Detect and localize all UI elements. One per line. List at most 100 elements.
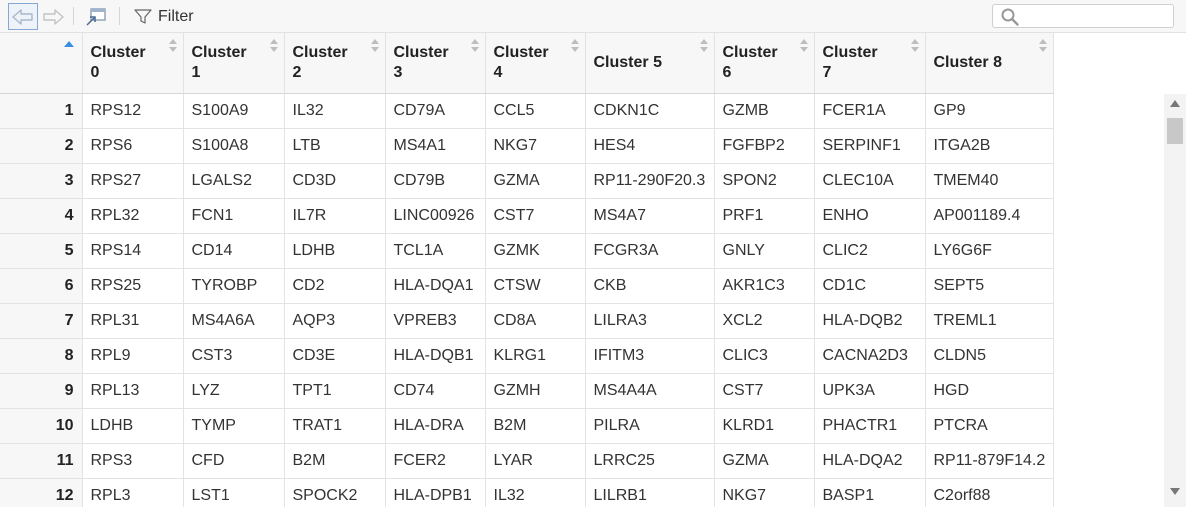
table-cell[interactable]: RPS27 xyxy=(82,163,184,199)
table-cell[interactable]: CLIC3 xyxy=(714,338,815,374)
table-row[interactable]: 12 RPL3 LST1 SPOCK2 HLA-DPB1 IL32 LILRB1 NKG7 BA… xyxy=(0,478,1055,507)
table-cell[interactable]: RPS6 xyxy=(82,128,184,164)
table-row[interactable]: 4 RPL32 FCN1 IL7R LINC00926 CST7 MS4A7 PRF1 ENHO… xyxy=(0,198,1055,234)
table-cell[interactable]: FGFBP2 xyxy=(714,128,815,164)
scroll-up-arrow-icon[interactable] xyxy=(1170,100,1180,107)
table-cell[interactable]: RPS3 xyxy=(82,443,184,479)
column-header-cluster-1[interactable]: Cluster 1 xyxy=(183,33,285,94)
table-cell[interactable]: GZMK xyxy=(485,233,586,269)
column-header-cluster-4[interactable]: Cluster 4 xyxy=(485,33,586,94)
table-cell[interactable]: CD3E xyxy=(284,338,386,374)
table-cell[interactable]: PILRA xyxy=(585,408,715,444)
table-cell[interactable]: CD1C xyxy=(814,268,926,304)
table-cell[interactable]: AQP3 xyxy=(284,303,386,339)
table-cell[interactable]: KLRD1 xyxy=(714,408,815,444)
table-cell[interactable]: IL32 xyxy=(284,93,386,129)
table-cell[interactable]: PRF1 xyxy=(714,198,815,234)
table-cell[interactable]: HGD xyxy=(925,373,1055,409)
table-cell[interactable]: BASP1 xyxy=(814,478,926,507)
table-cell[interactable]: S100A8 xyxy=(183,128,285,164)
table-row[interactable]: 2 RPS6 S100A8 LTB MS4A1 NKG7 HES4 FGFBP2 SERPINF… xyxy=(0,128,1055,164)
table-cell[interactable]: KLRG1 xyxy=(485,338,586,374)
table-cell[interactable]: RPL13 xyxy=(82,373,184,409)
table-cell[interactable]: MS4A1 xyxy=(385,128,486,164)
table-cell[interactable]: TYROBP xyxy=(183,268,285,304)
table-cell[interactable]: RPL9 xyxy=(82,338,184,374)
table-row[interactable]: 6 RPS25 TYROBP CD2 HLA-DQA1 CTSW CKB AKR1C3 CD1C… xyxy=(0,268,1055,304)
table-cell[interactable]: IL7R xyxy=(284,198,386,234)
table-cell[interactable]: HLA-DQB1 xyxy=(385,338,486,374)
table-cell[interactable]: MS4A7 xyxy=(585,198,715,234)
table-cell[interactable]: LTB xyxy=(284,128,386,164)
table-cell[interactable]: CST7 xyxy=(714,373,815,409)
table-cell[interactable]: FCN1 xyxy=(183,198,285,234)
table-cell[interactable]: CD8A xyxy=(485,303,586,339)
table-cell[interactable]: NKG7 xyxy=(485,128,586,164)
table-cell[interactable]: CACNA2D3 xyxy=(814,338,926,374)
table-cell[interactable]: CST7 xyxy=(485,198,586,234)
table-cell[interactable]: B2M xyxy=(485,408,586,444)
search-input[interactable] xyxy=(1023,7,1172,27)
table-cell[interactable]: IL32 xyxy=(485,478,586,507)
column-header-cluster-3[interactable]: Cluster 3 xyxy=(385,33,486,94)
table-cell[interactable]: CFD xyxy=(183,443,285,479)
table-cell[interactable]: CD79A xyxy=(385,93,486,129)
table-cell[interactable]: CLDN5 xyxy=(925,338,1055,374)
table-cell[interactable]: RP11-290F20.3 xyxy=(585,163,715,199)
table-cell[interactable]: MS4A6A xyxy=(183,303,285,339)
table-cell[interactable]: S100A9 xyxy=(183,93,285,129)
table-row[interactable]: 1 RPS12 S100A9 IL32 CD79A CCL5 CDKN1C GZMB FCER1… xyxy=(0,93,1055,129)
table-cell[interactable]: HLA-DRA xyxy=(385,408,486,444)
table-cell[interactable]: AKR1C3 xyxy=(714,268,815,304)
index-column-header[interactable] xyxy=(0,33,83,94)
table-cell[interactable]: GNLY xyxy=(714,233,815,269)
table-cell[interactable]: ENHO xyxy=(814,198,926,234)
column-header-cluster-5[interactable]: Cluster 5 xyxy=(585,33,715,94)
table-cell[interactable]: GZMH xyxy=(485,373,586,409)
table-cell[interactable]: PHACTR1 xyxy=(814,408,926,444)
table-cell[interactable]: LST1 xyxy=(183,478,285,507)
table-row[interactable]: 11 RPS3 CFD B2M FCER2 LYAR LRRC25 GZMA HLA-DQA2 R… xyxy=(0,443,1055,479)
table-cell[interactable]: LRRC25 xyxy=(585,443,715,479)
table-row[interactable]: 8 RPL9 CST3 CD3E HLA-DQB1 KLRG1 IFITM3 CLIC3 CAC… xyxy=(0,338,1055,374)
table-cell[interactable]: HLA-DQA1 xyxy=(385,268,486,304)
table-cell[interactable]: B2M xyxy=(284,443,386,479)
table-cell[interactable]: CLIC2 xyxy=(814,233,926,269)
table-cell[interactable]: FCER1A xyxy=(814,93,926,129)
table-cell[interactable]: CCL5 xyxy=(485,93,586,129)
table-cell[interactable]: CDKN1C xyxy=(585,93,715,129)
table-cell[interactable]: RPS14 xyxy=(82,233,184,269)
table-cell[interactable]: C2orf88 xyxy=(925,478,1055,507)
table-cell[interactable]: NKG7 xyxy=(714,478,815,507)
table-cell[interactable]: RPS12 xyxy=(82,93,184,129)
table-cell[interactable]: SPON2 xyxy=(714,163,815,199)
table-cell[interactable]: LILRA3 xyxy=(585,303,715,339)
table-cell[interactable]: CD3D xyxy=(284,163,386,199)
table-cell[interactable]: TYMP xyxy=(183,408,285,444)
column-header-cluster-6[interactable]: Cluster 6 xyxy=(714,33,815,94)
table-cell[interactable]: CD14 xyxy=(183,233,285,269)
table-cell[interactable]: PTCRA xyxy=(925,408,1055,444)
table-cell[interactable]: TREML1 xyxy=(925,303,1055,339)
table-cell[interactable]: FCGR3A xyxy=(585,233,715,269)
table-cell[interactable]: CLEC10A xyxy=(814,163,926,199)
table-cell[interactable]: HES4 xyxy=(585,128,715,164)
table-cell[interactable]: ITGA2B xyxy=(925,128,1055,164)
vertical-scrollbar[interactable] xyxy=(1164,94,1186,507)
table-cell[interactable]: FCER2 xyxy=(385,443,486,479)
table-cell[interactable]: LILRB1 xyxy=(585,478,715,507)
table-cell[interactable]: SPOCK2 xyxy=(284,478,386,507)
scroll-down-arrow-icon[interactable] xyxy=(1170,488,1180,495)
table-row[interactable]: 9 RPL13 LYZ TPT1 CD74 GZMH MS4A4A CST7 UPK3A HGD xyxy=(0,373,1055,409)
table-cell[interactable]: UPK3A xyxy=(814,373,926,409)
table-cell[interactable]: VPREB3 xyxy=(385,303,486,339)
table-row[interactable]: 7 RPL31 MS4A6A AQP3 VPREB3 CD8A LILRA3 XCL2 HLA-… xyxy=(0,303,1055,339)
table-row[interactable]: 3 RPS27 LGALS2 CD3D CD79B GZMA RP11-290F20.3 SP… xyxy=(0,163,1055,199)
table-cell[interactable]: MS4A4A xyxy=(585,373,715,409)
table-cell[interactable]: RPL31 xyxy=(82,303,184,339)
table-cell[interactable]: CTSW xyxy=(485,268,586,304)
column-header-cluster-0[interactable]: Cluster 0 xyxy=(82,33,184,94)
table-cell[interactable]: LYAR xyxy=(485,443,586,479)
table-cell[interactable]: LDHB xyxy=(284,233,386,269)
table-row[interactable]: 10 LDHB TYMP TRAT1 HLA-DRA B2M PILRA KLRD1 PHACT… xyxy=(0,408,1055,444)
